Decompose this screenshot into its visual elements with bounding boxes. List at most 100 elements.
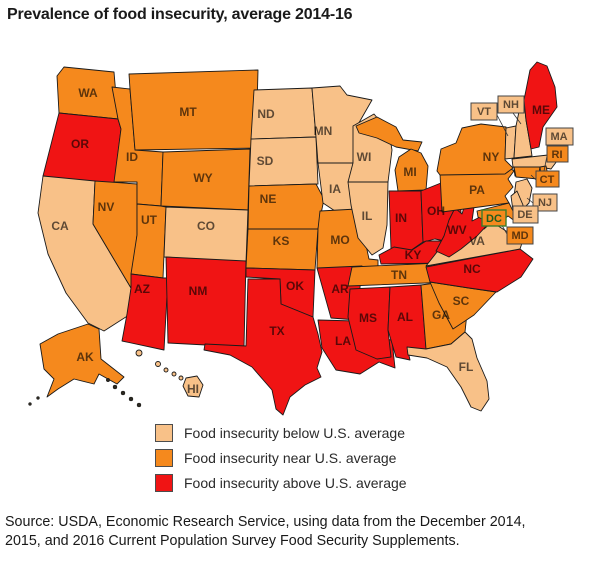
callout-box-ct [535, 170, 560, 188]
callout-box-md [506, 226, 534, 245]
callout-box-de [512, 205, 539, 224]
state-label-hi: HI [187, 382, 199, 396]
state-label-wi: WI [357, 150, 372, 164]
state-label-wv: WV [447, 223, 466, 237]
state-label-sd: SD [257, 154, 274, 168]
state-label-fl: FL [459, 360, 474, 374]
callout-box-vt [470, 102, 498, 121]
state-hi-island [178, 375, 184, 381]
state-label-id: ID [126, 150, 138, 164]
state-label-ok: OK [286, 279, 304, 293]
callout-box-dc [481, 209, 507, 227]
state-label-wy: WY [193, 171, 212, 185]
state-mi-lower [394, 148, 429, 192]
source-line-1: Source: USDA, Economic Research Service,… [5, 514, 526, 530]
state-label-nm: NM [189, 284, 208, 298]
legend-label-near: Food insecurity near U.S. average [184, 450, 397, 466]
state-label-sc: SC [453, 294, 470, 308]
state-label-ny: NY [483, 150, 500, 164]
state-hi-big-island [182, 375, 204, 398]
state-label-nc: NC [463, 262, 481, 276]
ak-island-speck [36, 396, 40, 400]
ak-island-speck [112, 384, 118, 390]
state-hi-island [163, 367, 169, 373]
callout-leader-nj [526, 197, 534, 204]
state-label-il: IL [362, 209, 373, 223]
state-co [163, 206, 249, 263]
state-label-or: OR [71, 137, 89, 151]
state-fl [406, 331, 490, 412]
legend-row-near: Food insecurity near U.S. average [155, 449, 407, 467]
state-label-nv: NV [98, 200, 115, 214]
state-label-ar: AR [331, 282, 349, 296]
state-hi-island [135, 349, 143, 357]
state-mi-upper [355, 116, 423, 152]
state-label-ga: GA [432, 308, 450, 322]
state-label-ca: CA [51, 219, 69, 233]
state-label-pa: PA [469, 183, 485, 197]
state-label-in: IN [395, 211, 407, 225]
source-line-2: 2015, and 2016 Current Population Survey… [5, 532, 460, 549]
state-label-wa: WA [78, 86, 98, 100]
ak-island-speck [105, 377, 111, 383]
state-il [347, 181, 389, 256]
callout-label-ct: CT [540, 174, 555, 186]
state-label-mt: MT [179, 105, 197, 119]
state-me [523, 61, 558, 150]
callout-box-nh [497, 95, 525, 114]
state-nm [165, 256, 247, 348]
callout-leader-nh [512, 112, 522, 125]
ak-island-speck [28, 402, 32, 406]
state-label-va: VA [469, 234, 485, 248]
callout-label-nj: NJ [538, 197, 552, 209]
state-ak [39, 323, 125, 398]
callout-label-de: DE [517, 209, 532, 221]
state-label-oh: OH [427, 204, 445, 218]
callout-box-ma [545, 127, 574, 146]
state-label-ne: NE [260, 192, 277, 206]
callout-box-nj [532, 193, 558, 212]
callout-label-dc: DC [486, 213, 502, 225]
callout-label-ri: RI [552, 149, 563, 161]
legend-swatch-below [155, 424, 173, 442]
state-label-ak: AK [76, 350, 94, 364]
state-label-tx: TX [269, 324, 284, 338]
state-sd [248, 136, 319, 187]
state-az [121, 273, 169, 351]
callout-label-vt: VT [477, 106, 491, 118]
legend: Food insecurity below U.S. average Food … [155, 424, 407, 499]
legend-row-below: Food insecurity below U.S. average [155, 424, 407, 442]
state-ne [247, 183, 325, 230]
legend-swatch-above [155, 474, 173, 492]
state-label-az: AZ [134, 282, 150, 296]
state-label-ia: IA [329, 182, 341, 196]
state-label-co: CO [197, 219, 215, 233]
ak-island-speck [128, 396, 134, 402]
state-label-la: LA [335, 334, 351, 348]
state-label-al: AL [397, 310, 413, 324]
state-label-tn: TN [391, 268, 407, 282]
state-label-ut: UT [141, 213, 158, 227]
callout-box-ri [546, 145, 569, 163]
state-label-ms: MS [359, 311, 377, 325]
state-label-nd: ND [257, 107, 275, 121]
state-nc [425, 248, 534, 293]
state-wv [435, 203, 491, 258]
callout-leader-ct [530, 174, 537, 181]
ak-island-speck [120, 390, 126, 396]
callout-label-md: MD [511, 230, 528, 242]
ak-island-speck [136, 402, 142, 408]
state-tx [203, 278, 323, 416]
callout-label-nh: NH [503, 99, 519, 111]
legend-label-below: Food insecurity below U.S. average [184, 425, 405, 441]
state-label-mi: MI [403, 165, 416, 179]
state-hi-island [171, 371, 177, 377]
source-note: Source: USDA, Economic Research Service,… [5, 513, 597, 551]
figure-title: Prevalence of food insecurity, average 2… [7, 6, 353, 23]
callout-label-ma: MA [550, 131, 567, 143]
state-mt [128, 69, 259, 151]
state-label-mn: MN [314, 124, 333, 138]
state-ny [436, 123, 514, 176]
